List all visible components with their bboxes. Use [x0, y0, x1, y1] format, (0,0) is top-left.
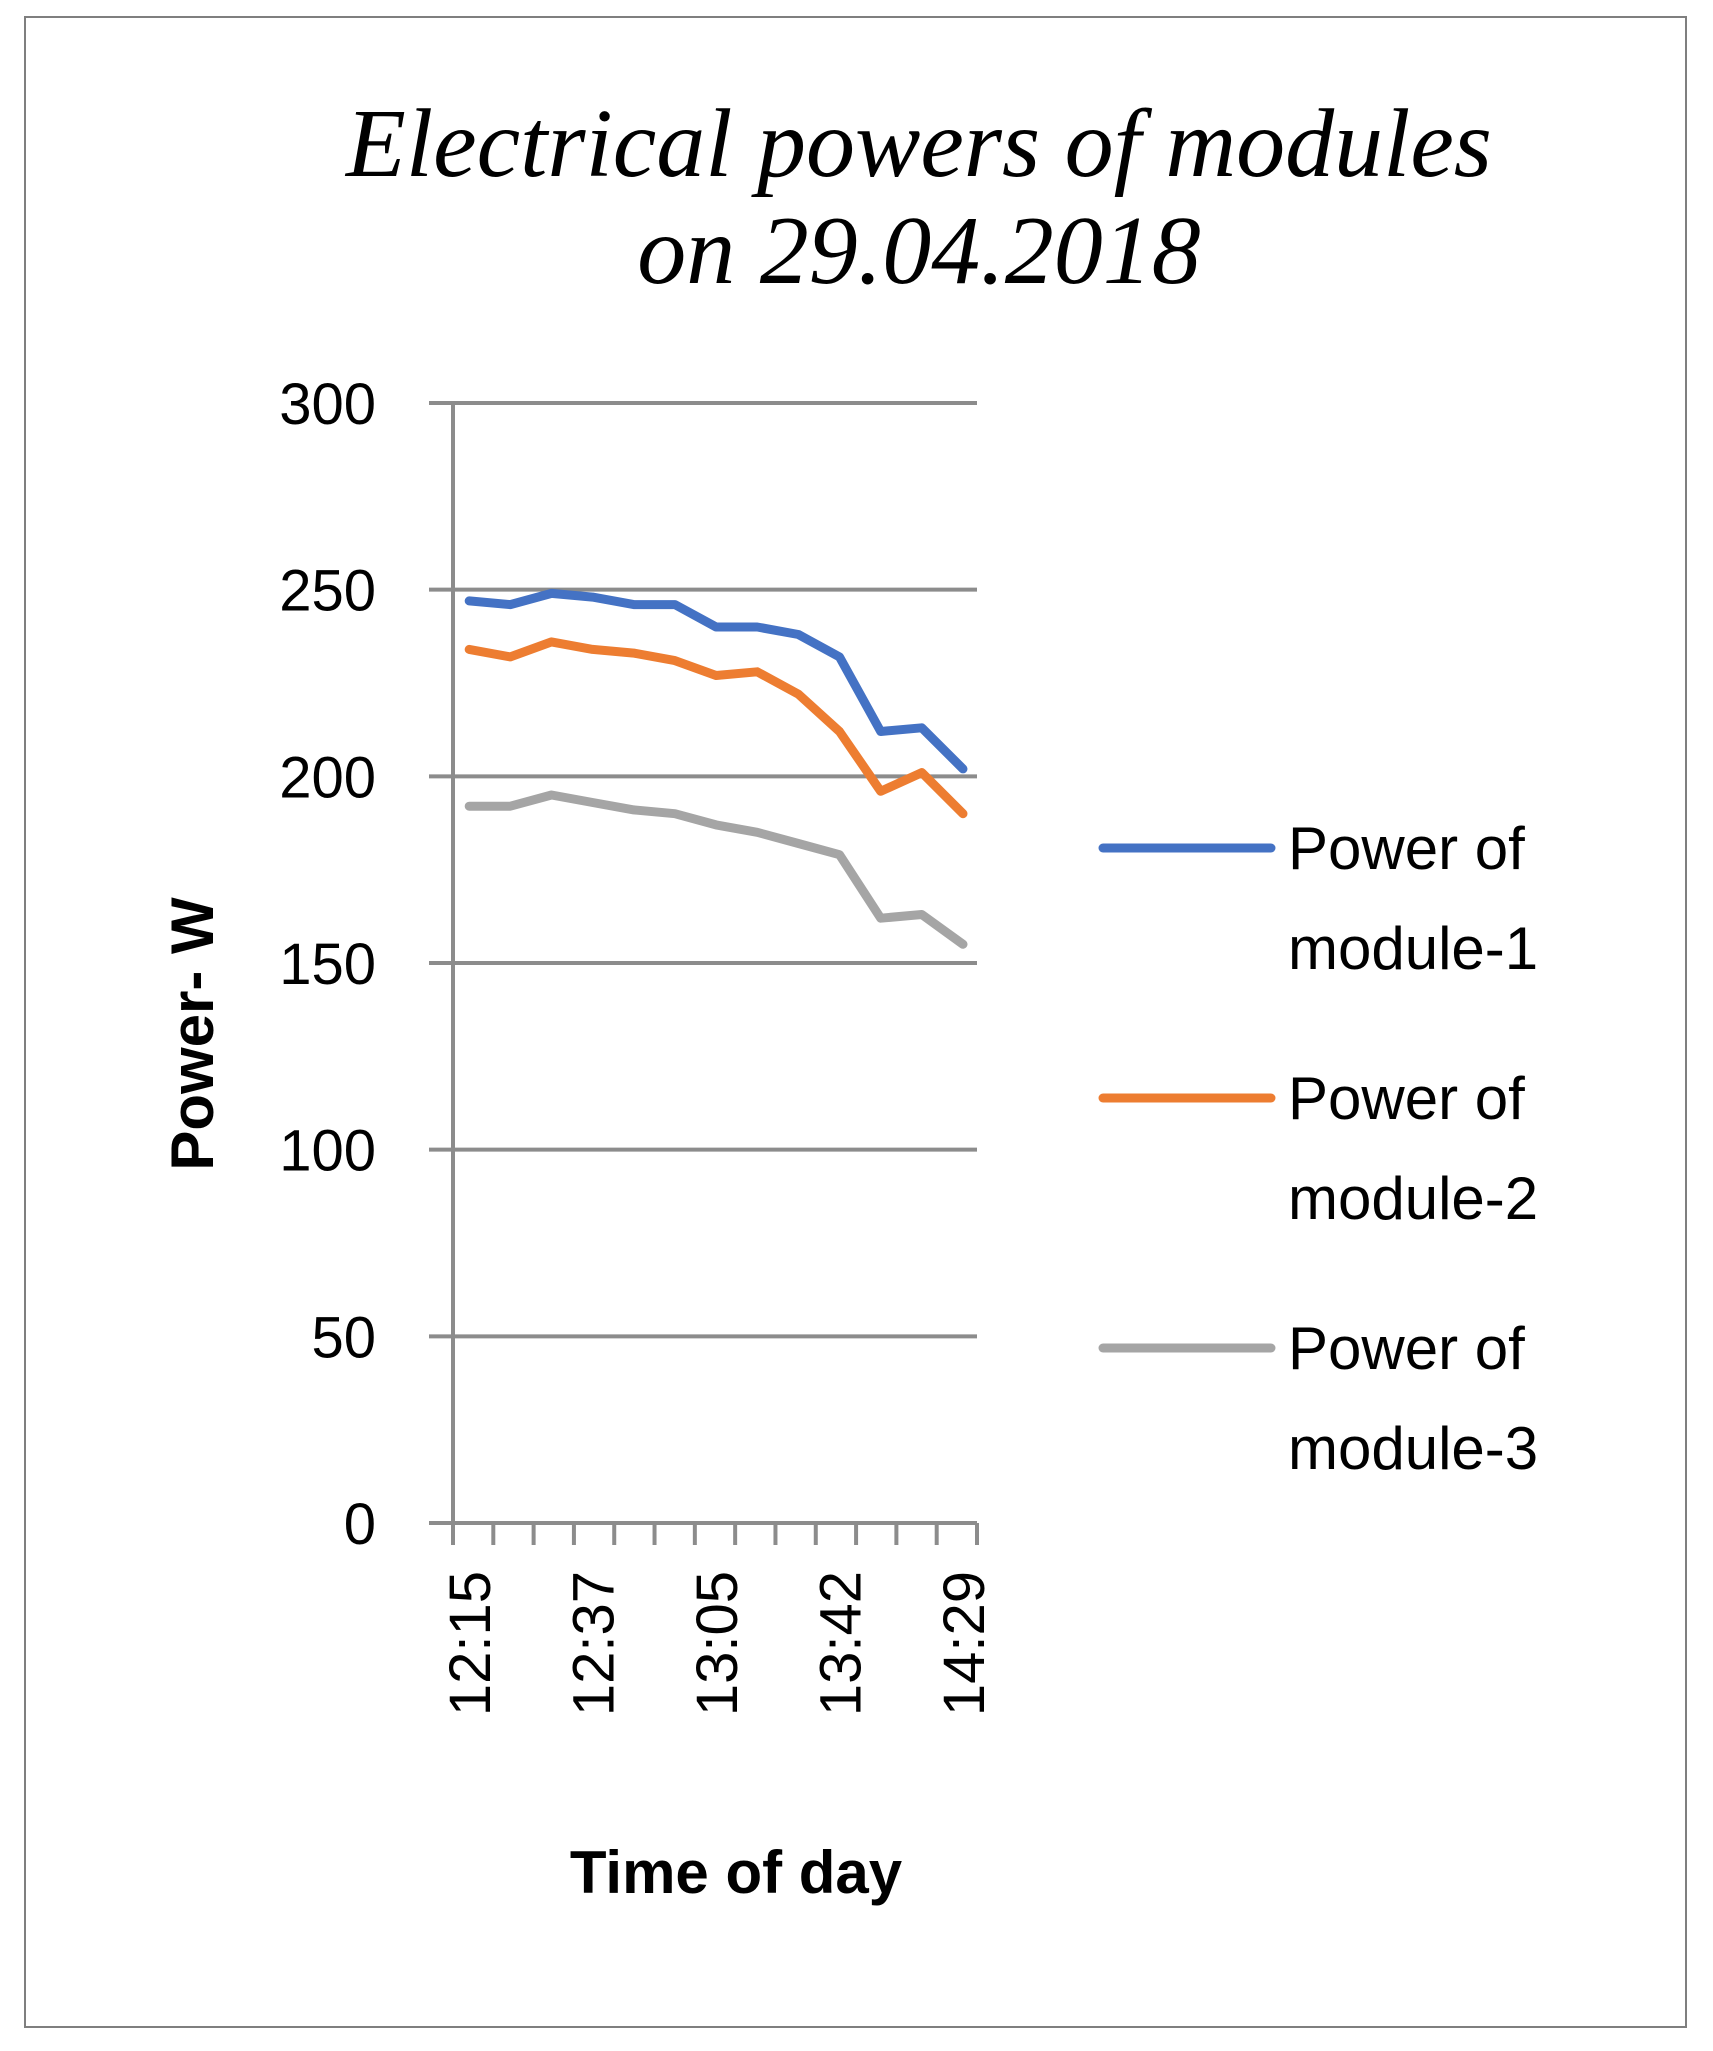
chart-svg: Electrical powers of modules on 29.04.20… — [159, 90, 1538, 1906]
legend-label-module-1: module-1 — [1288, 915, 1538, 982]
x-axis-title: Time of day — [570, 1839, 903, 1906]
y-tick-label: 300 — [279, 372, 376, 437]
gridlines — [429, 401, 977, 1339]
legend-label-module-3: Power of — [1288, 1315, 1525, 1382]
y-tick-label: 100 — [279, 1119, 376, 1184]
axes — [429, 403, 979, 1545]
legend: Power of module-1 Power of module-2 Power of… — [1098, 815, 1538, 1482]
series-line-module-1 — [464, 588, 968, 774]
x-tick-label: 12:15 — [438, 1571, 503, 1716]
series-lines — [464, 588, 968, 949]
chart-title-line-1: Electrical powers of modules — [344, 90, 1492, 198]
series-line-module-3 — [464, 790, 968, 949]
y-tick-label: 250 — [279, 559, 376, 624]
y-tick-label: 200 — [279, 745, 376, 810]
chart-title-line-2: on 29.04.2018 — [637, 197, 1201, 305]
x-tick-label: 13:05 — [685, 1571, 750, 1716]
y-tick-label: 0 — [344, 1492, 376, 1557]
x-axis-tick-labels: 12:15 12:37 13:05 13:42 14:29 — [438, 1571, 997, 1716]
y-axis-tick-labels: 0 50 100 150 200 250 300 — [279, 372, 376, 1557]
x-tick-label: 12:37 — [562, 1571, 627, 1716]
legend-label-module-3: module-3 — [1288, 1415, 1538, 1482]
y-tick-label: 50 — [311, 1305, 376, 1370]
chart-title: Electrical powers of modules on 29.04.20… — [344, 90, 1492, 305]
series-line-module-2 — [464, 637, 968, 819]
x-tick-label: 13:42 — [809, 1571, 874, 1716]
y-axis-title: Power- W — [159, 897, 226, 1171]
chart-frame: Electrical powers of modules on 29.04.20… — [24, 16, 1687, 2028]
legend-label-module-2: module-2 — [1288, 1165, 1538, 1232]
legend-label-module-1: Power of — [1288, 815, 1525, 882]
y-tick-label: 150 — [279, 932, 376, 997]
legend-label-module-2: Power of — [1288, 1065, 1525, 1132]
x-tick-label: 14:29 — [932, 1571, 997, 1716]
